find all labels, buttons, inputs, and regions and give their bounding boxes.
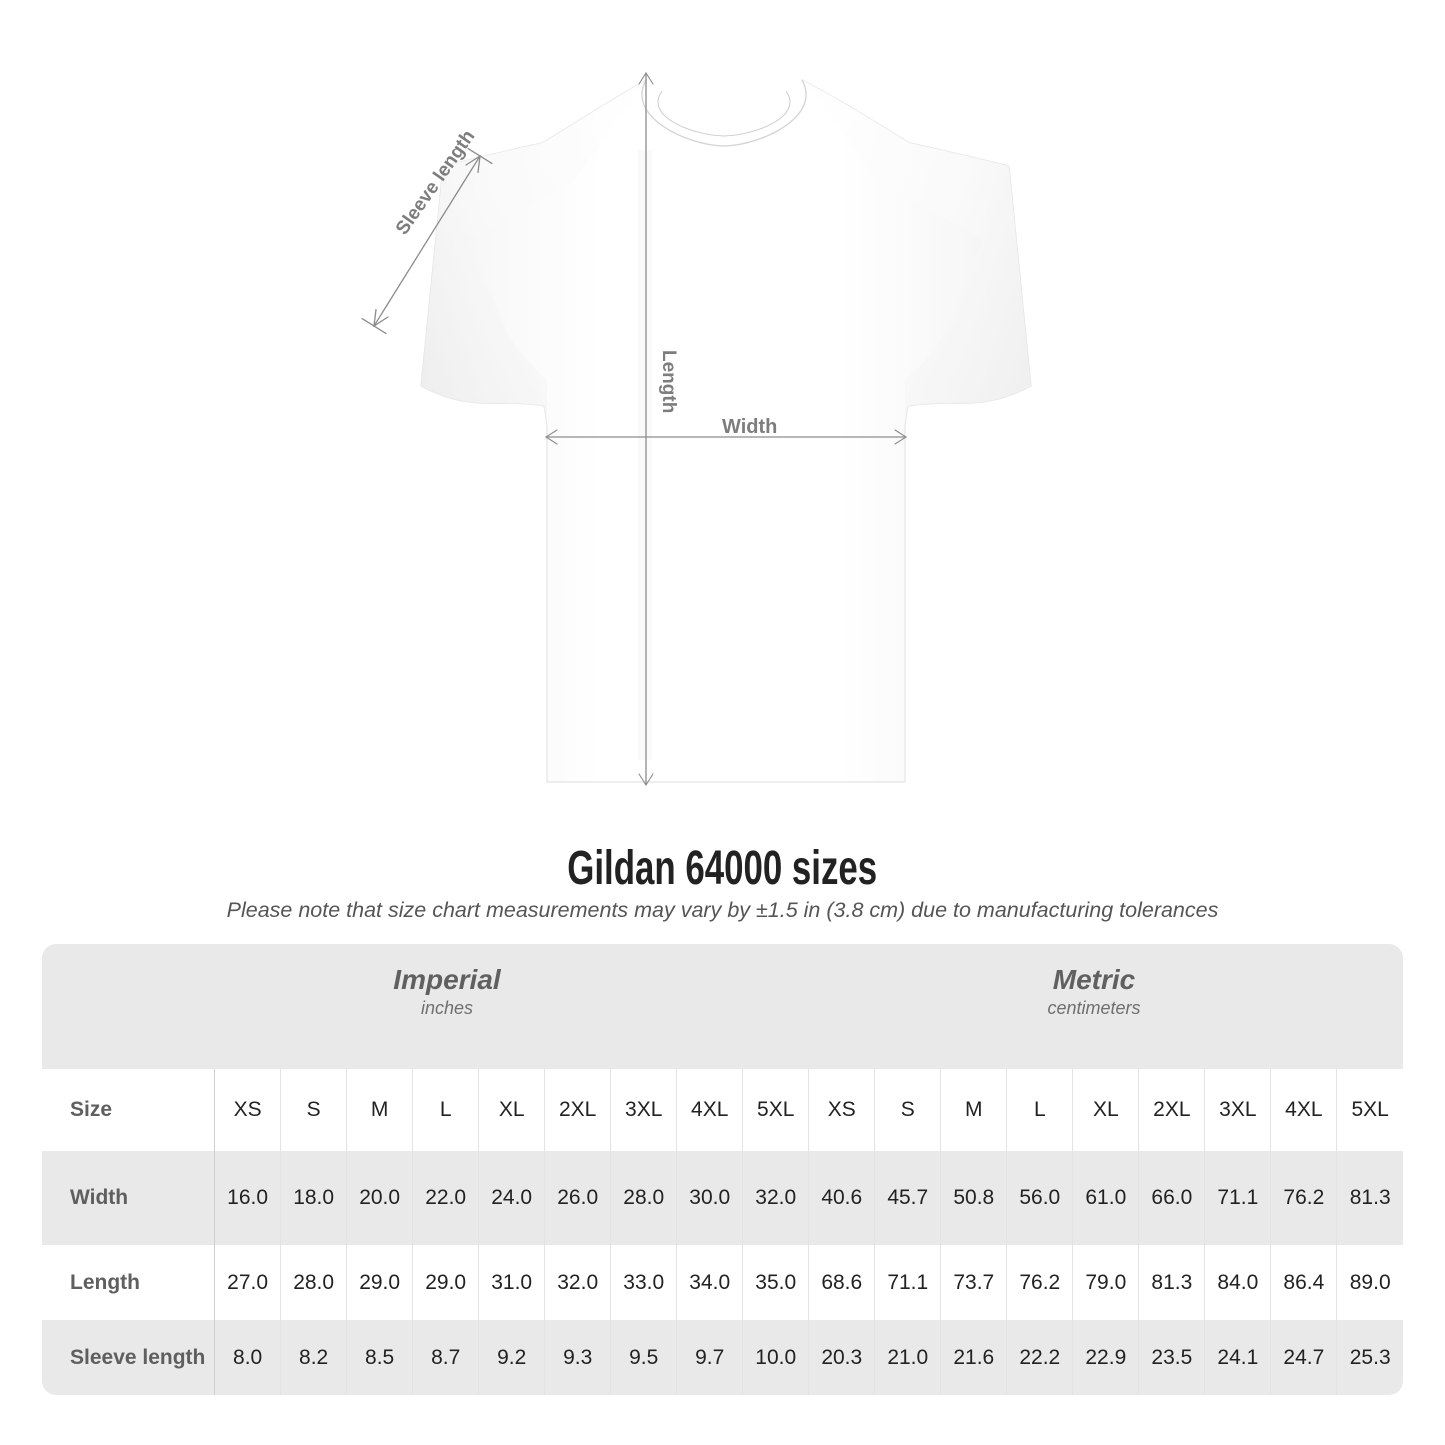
svg-text:Width: Width [722, 416, 777, 438]
svg-text:Length: Length [658, 350, 679, 413]
